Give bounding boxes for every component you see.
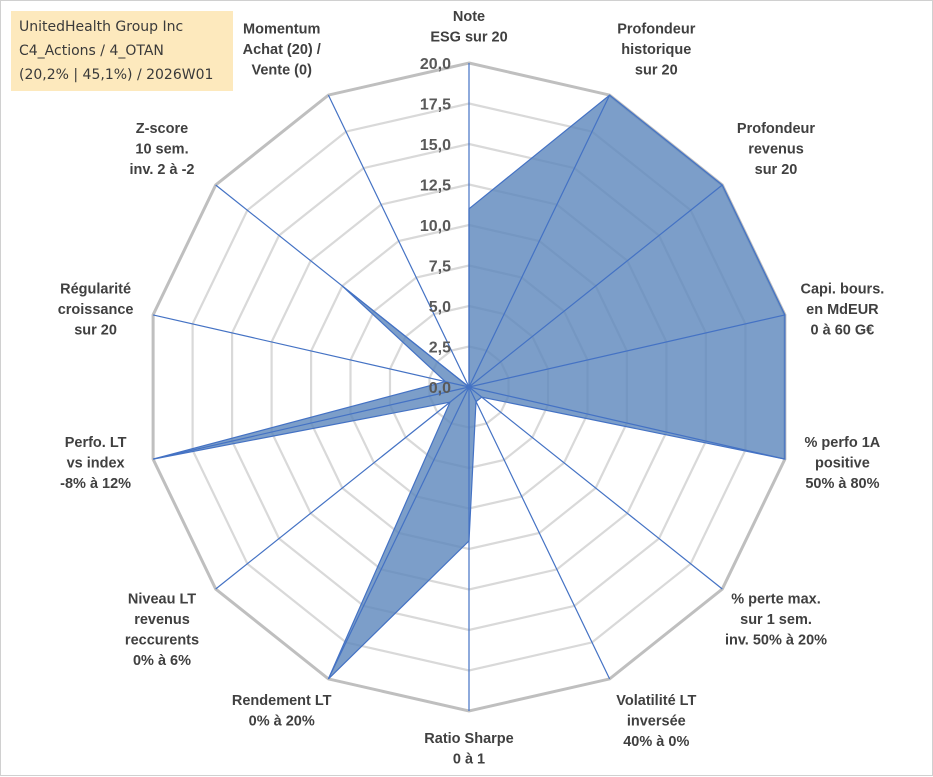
category-label-2-line-1: revenus xyxy=(748,142,804,158)
category-label-9-line-2: reccurents xyxy=(125,633,199,649)
category-label-4-line-2: 50% à 80% xyxy=(805,476,879,492)
tick-label-3: 7,5 xyxy=(429,259,451,276)
category-label-4-line-0: % perfo 1A xyxy=(805,435,881,451)
category-label-6-line-0: Volatilité LT xyxy=(616,693,696,709)
category-label-6-line-2: 40% à 0% xyxy=(623,734,689,750)
spoke-13 xyxy=(327,94,470,388)
category-label-7-line-0: Ratio Sharpe xyxy=(424,731,513,747)
category-label-4-line-1: positive xyxy=(815,455,870,471)
category-label-1-line-2: sur 20 xyxy=(635,63,678,79)
legend-line-company: UnitedHealth Group Inc xyxy=(19,19,184,35)
category-label-9-line-0: Niveau LT xyxy=(128,592,196,608)
category-label-9-line-3: 0% à 6% xyxy=(133,653,191,669)
spoke-10 xyxy=(152,386,470,460)
spoke-4 xyxy=(468,386,786,460)
category-label-11-line-2: sur 20 xyxy=(74,323,117,339)
tick-label-5: 12,5 xyxy=(420,178,451,195)
category-label-1-line-0: Profondeur xyxy=(617,22,695,38)
category-label-0-line-0: Note xyxy=(453,9,485,25)
spoke-11 xyxy=(152,314,470,388)
spoke-6 xyxy=(468,386,611,680)
tick-label-6: 15,0 xyxy=(420,137,451,154)
category-label-5-line-1: sur 1 sem. xyxy=(740,612,812,628)
category-label-5-line-2: inv. 50% à 20% xyxy=(725,633,827,649)
category-label-2-line-0: Profondeur xyxy=(737,121,815,137)
spoke-3 xyxy=(468,314,786,388)
category-label-0-line-1: ESG sur 20 xyxy=(430,30,507,46)
spoke-8 xyxy=(327,386,470,680)
tick-label-7: 17,5 xyxy=(420,97,451,114)
category-label-12-line-2: inv. 2 à -2 xyxy=(129,162,194,178)
category-label-1-line-1: historique xyxy=(621,42,691,58)
category-label-13-line-2: Vente (0) xyxy=(251,63,312,79)
category-label-12-line-1: 10 sem. xyxy=(135,142,188,158)
category-label-13-line-1: Achat (20) / xyxy=(243,42,321,58)
category-label-10-line-1: vs index xyxy=(67,455,125,471)
tick-label-8: 20,0 xyxy=(420,56,451,73)
category-label-5-line-0: % perte max. xyxy=(731,592,820,608)
category-label-2-line-2: sur 20 xyxy=(755,162,798,178)
chart-legend: UnitedHealth Group Inc C4_Actions / 4_OT… xyxy=(11,11,233,91)
tick-label-1: 2,5 xyxy=(429,340,451,357)
spoke-2 xyxy=(468,184,723,388)
category-label-7-line-1: 0 à 1 xyxy=(453,752,485,768)
category-label-6-line-1: inversée xyxy=(627,713,686,729)
tick-label-2: 5,0 xyxy=(429,299,451,316)
spoke-1 xyxy=(468,94,611,388)
category-label-11-line-0: Régularité xyxy=(60,282,131,298)
category-label-11-line-1: croissance xyxy=(58,302,134,318)
category-label-3-line-0: Capi. bours. xyxy=(801,282,885,298)
category-label-12-line-0: Z-score xyxy=(136,121,188,137)
category-label-9-line-1: revenus xyxy=(134,612,190,628)
category-label-8-line-1: 0% à 20% xyxy=(249,713,315,729)
category-label-8-line-0: Rendement LT xyxy=(232,693,332,709)
category-label-13-line-0: Momentum xyxy=(243,22,320,38)
legend-line-stats: (20,2% | 45,1%) / 2026W01 xyxy=(19,67,214,83)
tick-label-4: 10,0 xyxy=(420,218,451,235)
legend-line-category: C4_Actions / 4_OTAN xyxy=(19,43,164,59)
category-label-10-line-0: Perfo. LT xyxy=(65,435,127,451)
spoke-9 xyxy=(215,386,470,590)
category-label-10-line-2: -8% à 12% xyxy=(60,476,131,492)
tick-label-0: 0,0 xyxy=(429,380,451,397)
category-label-3-line-1: en MdEUR xyxy=(806,302,879,318)
spoke-5 xyxy=(468,386,723,590)
category-label-3-line-2: 0 à 60 G€ xyxy=(811,323,875,339)
spoke-12 xyxy=(215,184,470,388)
